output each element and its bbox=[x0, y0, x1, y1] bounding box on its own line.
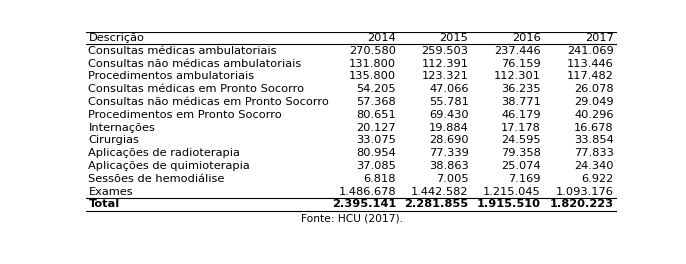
Text: 241.069: 241.069 bbox=[567, 46, 614, 56]
Text: 2.281.855: 2.281.855 bbox=[405, 199, 469, 209]
Text: 1.915.510: 1.915.510 bbox=[477, 199, 541, 209]
Text: 69.430: 69.430 bbox=[429, 110, 469, 120]
Text: 25.074: 25.074 bbox=[501, 161, 541, 171]
Text: 6.922: 6.922 bbox=[582, 174, 614, 184]
Text: Consultas médicas em Pronto Socorro: Consultas médicas em Pronto Socorro bbox=[88, 84, 305, 94]
Text: 76.159: 76.159 bbox=[501, 59, 541, 69]
Text: 24.595: 24.595 bbox=[501, 135, 541, 145]
Text: 80.651: 80.651 bbox=[357, 110, 397, 120]
Text: 113.446: 113.446 bbox=[567, 59, 614, 69]
Text: 26.078: 26.078 bbox=[574, 84, 614, 94]
Text: Exames: Exames bbox=[88, 187, 133, 197]
Text: Aplicações de radioterapia: Aplicações de radioterapia bbox=[88, 148, 240, 158]
Text: 2014: 2014 bbox=[368, 33, 397, 43]
Text: 112.391: 112.391 bbox=[421, 59, 469, 69]
Text: Consultas médicas ambulatoriais: Consultas médicas ambulatoriais bbox=[88, 46, 277, 56]
Text: 38.771: 38.771 bbox=[501, 97, 541, 107]
Text: 33.075: 33.075 bbox=[356, 135, 397, 145]
Text: Total: Total bbox=[88, 199, 119, 209]
Text: 29.049: 29.049 bbox=[574, 97, 614, 107]
Text: 33.854: 33.854 bbox=[574, 135, 614, 145]
Text: 2.395.141: 2.395.141 bbox=[332, 199, 397, 209]
Text: 1.820.223: 1.820.223 bbox=[549, 199, 614, 209]
Text: 20.127: 20.127 bbox=[357, 123, 397, 133]
Text: Procedimentos ambulatoriais: Procedimentos ambulatoriais bbox=[88, 72, 255, 82]
Text: 36.235: 36.235 bbox=[501, 84, 541, 94]
Text: 77.833: 77.833 bbox=[573, 148, 614, 158]
Text: Cirurgias: Cirurgias bbox=[88, 135, 139, 145]
Text: Consultas não médicas em Pronto Socorro: Consultas não médicas em Pronto Socorro bbox=[88, 97, 329, 107]
Text: 1.442.582: 1.442.582 bbox=[411, 187, 469, 197]
Text: 2015: 2015 bbox=[440, 33, 469, 43]
Text: 7.169: 7.169 bbox=[508, 174, 541, 184]
Text: 17.178: 17.178 bbox=[501, 123, 541, 133]
Text: 77.339: 77.339 bbox=[429, 148, 469, 158]
Text: Procedimentos em Pronto Socorro: Procedimentos em Pronto Socorro bbox=[88, 110, 282, 120]
Text: 270.580: 270.580 bbox=[349, 46, 397, 56]
Text: 259.503: 259.503 bbox=[421, 46, 469, 56]
Text: 46.179: 46.179 bbox=[501, 110, 541, 120]
Text: 19.884: 19.884 bbox=[429, 123, 469, 133]
Text: Sessões de hemodiálise: Sessões de hemodiálise bbox=[88, 174, 225, 184]
Text: 135.800: 135.800 bbox=[349, 72, 397, 82]
Text: 6.818: 6.818 bbox=[364, 174, 397, 184]
Text: 1.215.045: 1.215.045 bbox=[483, 187, 541, 197]
Text: 57.368: 57.368 bbox=[357, 97, 397, 107]
Text: 131.800: 131.800 bbox=[349, 59, 397, 69]
Text: Descrição: Descrição bbox=[88, 33, 145, 43]
Text: 123.321: 123.321 bbox=[422, 72, 469, 82]
Text: 2017: 2017 bbox=[584, 33, 614, 43]
Text: 47.066: 47.066 bbox=[429, 84, 469, 94]
Text: 24.340: 24.340 bbox=[574, 161, 614, 171]
Text: 2016: 2016 bbox=[512, 33, 541, 43]
Text: 1.093.176: 1.093.176 bbox=[556, 187, 614, 197]
Text: 117.482: 117.482 bbox=[567, 72, 614, 82]
Text: 7.005: 7.005 bbox=[436, 174, 469, 184]
Text: 80.954: 80.954 bbox=[357, 148, 397, 158]
Text: Internações: Internações bbox=[88, 123, 155, 133]
Text: Consultas não médicas ambulatoriais: Consultas não médicas ambulatoriais bbox=[88, 59, 302, 69]
Text: Fonte: HCU (2017).: Fonte: HCU (2017). bbox=[300, 214, 403, 223]
Text: 54.205: 54.205 bbox=[357, 84, 397, 94]
Text: Aplicações de quimioterapia: Aplicações de quimioterapia bbox=[88, 161, 250, 171]
Text: 37.085: 37.085 bbox=[356, 161, 397, 171]
Text: 1.486.678: 1.486.678 bbox=[339, 187, 397, 197]
Text: 55.781: 55.781 bbox=[429, 97, 469, 107]
Text: 16.678: 16.678 bbox=[574, 123, 614, 133]
Text: 79.358: 79.358 bbox=[501, 148, 541, 158]
Text: 40.296: 40.296 bbox=[574, 110, 614, 120]
Text: 28.690: 28.690 bbox=[429, 135, 469, 145]
Text: 112.301: 112.301 bbox=[494, 72, 541, 82]
Text: 237.446: 237.446 bbox=[494, 46, 541, 56]
Text: 38.863: 38.863 bbox=[429, 161, 469, 171]
